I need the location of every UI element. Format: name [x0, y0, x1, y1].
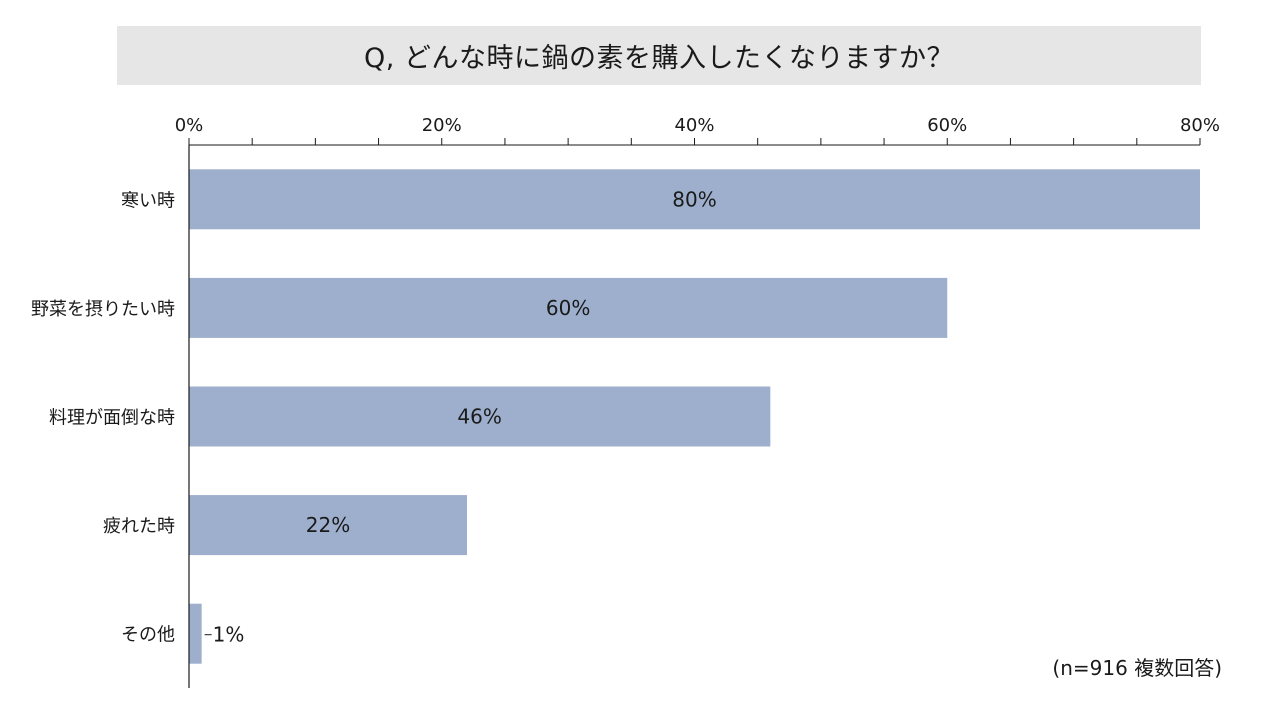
x-tick-label: 80% [1180, 115, 1220, 136]
x-tick-label: 20% [422, 115, 462, 136]
sample-note: (n=916 複数回答) [1052, 656, 1222, 680]
bar [189, 277, 948, 338]
x-tick-label: 60% [927, 115, 967, 136]
bar [189, 169, 1200, 230]
category-label: 野菜を摂りたい時 [31, 299, 175, 320]
category-label: 寒い時 [121, 190, 175, 211]
bar [189, 603, 202, 664]
chart-title-band: Q, どんな時に鍋の素を購入したくなりますか？ [117, 26, 1201, 85]
chart-title: Q, どんな時に鍋の素を購入したくなりますか？ [364, 43, 954, 74]
bar [189, 386, 771, 447]
data-label: 60% [546, 296, 590, 320]
data-label: 1% [213, 623, 245, 647]
x-tick-label: 40% [674, 115, 714, 136]
data-label: 80% [672, 187, 716, 211]
category-label: その他 [121, 625, 175, 646]
bar [189, 495, 468, 556]
category-label: 疲れた時 [103, 516, 175, 537]
category-label: 料理が面倒な時 [49, 408, 175, 429]
x-tick-label: 0% [175, 115, 204, 136]
data-label: 46% [457, 405, 501, 429]
data-label: 22% [306, 513, 350, 537]
